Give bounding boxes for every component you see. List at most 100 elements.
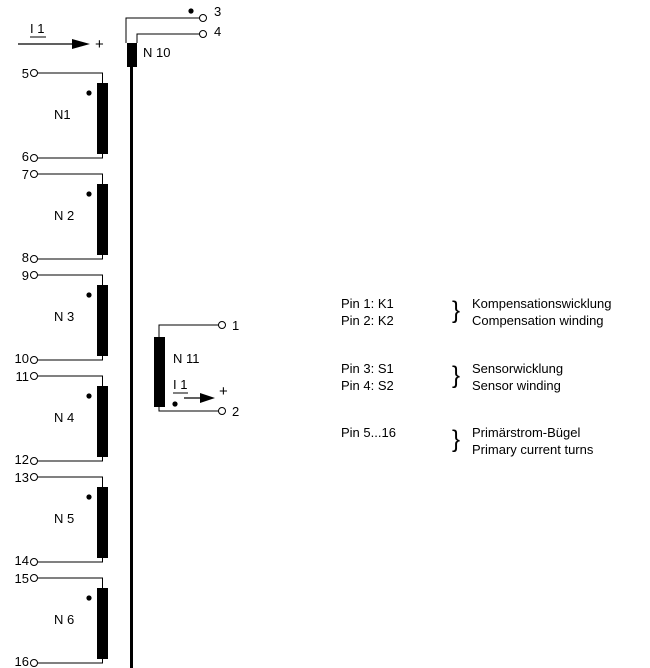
primary-turn-polarity-dot (86, 292, 92, 298)
legend-desc-de-2: Sensorwicklung (472, 361, 563, 376)
primary-turn-wire-top (34, 72, 103, 83)
primary-current-label: I 1 (30, 21, 44, 36)
compensation-wire-pin2 (158, 407, 222, 412)
compensation-polarity-dot (172, 401, 178, 407)
pin-3-terminal (199, 14, 207, 22)
primary-turn-pin-end: 16 (15, 654, 29, 668)
primary-turn-terminal-start (30, 170, 38, 178)
primary-turn: 9 10 N 3 (15, 268, 108, 366)
sensor-polarity-dot (188, 8, 194, 14)
primary-turn-terminal-end (30, 659, 38, 667)
primary-current-polarity: + (95, 36, 104, 53)
core-bar (130, 67, 133, 668)
primary-turn-wire-top (34, 476, 103, 487)
primary-turn: 5 6 N1 (22, 66, 108, 164)
primary-turn-polarity-dot (86, 595, 92, 601)
legend-compensation: Pin 1: K1 Pin 2: K2 } Kompensationswickl… (341, 296, 611, 328)
primary-turn-terminal-end (30, 356, 38, 364)
primary-turn-wire-top (34, 577, 103, 588)
primary-turn-name: N1 (54, 107, 71, 122)
primary-turn-coil (97, 285, 108, 356)
legend-primary: Pin 5...16 } Primärstrom-Bügel Primary c… (341, 425, 594, 457)
sensor-winding-name: N 10 (143, 45, 170, 60)
legend-desc-en-1: Compensation winding (472, 313, 604, 328)
primary-turn-pin-end: 10 (15, 351, 29, 366)
primary-turn-pin-start: 13 (15, 470, 29, 485)
primary-current-arrow-head (72, 39, 90, 49)
primary-turn-wire-bottom (34, 558, 103, 563)
primary-turn-pin-start: 5 (22, 66, 29, 81)
primary-turn-terminal-end (30, 457, 38, 465)
compensation-current-label: I 1 (173, 377, 187, 392)
primary-turn-polarity-dot (86, 494, 92, 500)
primary-turn-wire-top (34, 173, 103, 184)
primary-turn-pin-start: 11 (16, 369, 30, 384)
primary-turn-terminal-start (30, 69, 38, 77)
primary-turn-terminal-end (30, 154, 38, 162)
primary-turn: 13 14 N 5 (15, 470, 108, 568)
primary-turn-terminal-start (30, 372, 38, 380)
primary-turn-coil (97, 83, 108, 154)
primary-turn-terminal-start (30, 271, 38, 279)
legend-desc-en-3: Primary current turns (472, 442, 594, 457)
primary-turn-wire-bottom (34, 154, 103, 159)
primary-turn-coil (97, 487, 108, 558)
primary-turn-polarity-dot (86, 90, 92, 96)
primary-turn-wire-bottom (34, 356, 103, 361)
primary-turn-terminal-start (30, 574, 38, 582)
legend-brace-1: } (452, 297, 460, 324)
primary-turn-terminal-end (30, 558, 38, 566)
pin-legend: Pin 1: K1 Pin 2: K2 } Kompensationswickl… (341, 296, 611, 457)
sensor-wire-pin3 (125, 17, 203, 43)
legend-pin-4: Pin 4: S2 (341, 378, 394, 393)
primary-turn-coil (97, 184, 108, 255)
primary-turn-pin-start: 9 (22, 268, 29, 283)
pin-3-label: 3 (214, 4, 221, 19)
pin-2-label: 2 (232, 404, 239, 419)
compensation-arrow-head (200, 393, 215, 403)
pin-4-label: 4 (214, 24, 221, 39)
primary-turn: 7 8 N 2 (22, 167, 108, 265)
primary-turn-pin-end: 8 (22, 250, 29, 265)
primary-turn-wire-top (34, 274, 103, 285)
primary-turn-pin-end: 14 (15, 553, 29, 568)
pin-2-terminal (218, 407, 226, 415)
compensation-winding: 1 2 N 11 I 1 + (154, 318, 239, 419)
legend-sensor: Pin 3: S1 Pin 4: S2 } Sensorwicklung Sen… (341, 361, 563, 393)
compensation-wire-pin1 (158, 324, 222, 337)
primary-turn-polarity-dot (86, 191, 92, 197)
primary-turn-wire-bottom (34, 457, 103, 462)
sensor-winding-coil (127, 43, 137, 67)
primary-turn-name: N 6 (54, 612, 74, 627)
legend-pin-2: Pin 2: K2 (341, 313, 394, 328)
legend-desc-de-3: Primärstrom-Bügel (472, 425, 580, 440)
legend-desc-en-2: Sensor winding (472, 378, 561, 393)
primary-turn-wire-bottom (34, 255, 103, 260)
primary-turn-name: N 3 (54, 309, 74, 324)
legend-desc-de-1: Kompensationswicklung (472, 296, 611, 311)
legend-pin-1: Pin 1: K1 (341, 296, 394, 311)
primary-turn: 11 12 N 4 (15, 369, 108, 467)
primary-turn-pin-end: 6 (22, 149, 29, 164)
compensation-winding-name: N 11 (173, 351, 200, 366)
primary-turn-wire-top (34, 375, 103, 386)
primary-turn-pin-start: 15 (15, 571, 29, 586)
sensor-wire-pin4 (136, 33, 203, 43)
legend-pin-3: Pin 3: S1 (341, 361, 394, 376)
primary-turn-terminal-end (30, 255, 38, 263)
primary-current-indicator: I 1 + (18, 21, 104, 53)
legend-brace-3: } (452, 426, 460, 453)
primary-turn-coil (97, 588, 108, 659)
primary-turns: 5 6 N1 7 8 N 2 9 10 N 3 11 12 N 4 13 14 N 5 15 16 N 6 (15, 66, 108, 668)
primary-turn-pin-end: 12 (15, 452, 29, 467)
pin-4-terminal (199, 30, 207, 38)
compensation-winding-coil (154, 337, 165, 407)
sensor-winding: 3 4 N 10 (125, 4, 221, 67)
primary-turn-coil (97, 386, 108, 457)
primary-turn-wire-bottom (34, 659, 103, 664)
primary-turn: 15 16 N 6 (15, 571, 108, 668)
primary-turn-name: N 4 (54, 410, 74, 425)
legend-pin-5-16: Pin 5...16 (341, 425, 396, 440)
primary-turn-polarity-dot (86, 393, 92, 399)
